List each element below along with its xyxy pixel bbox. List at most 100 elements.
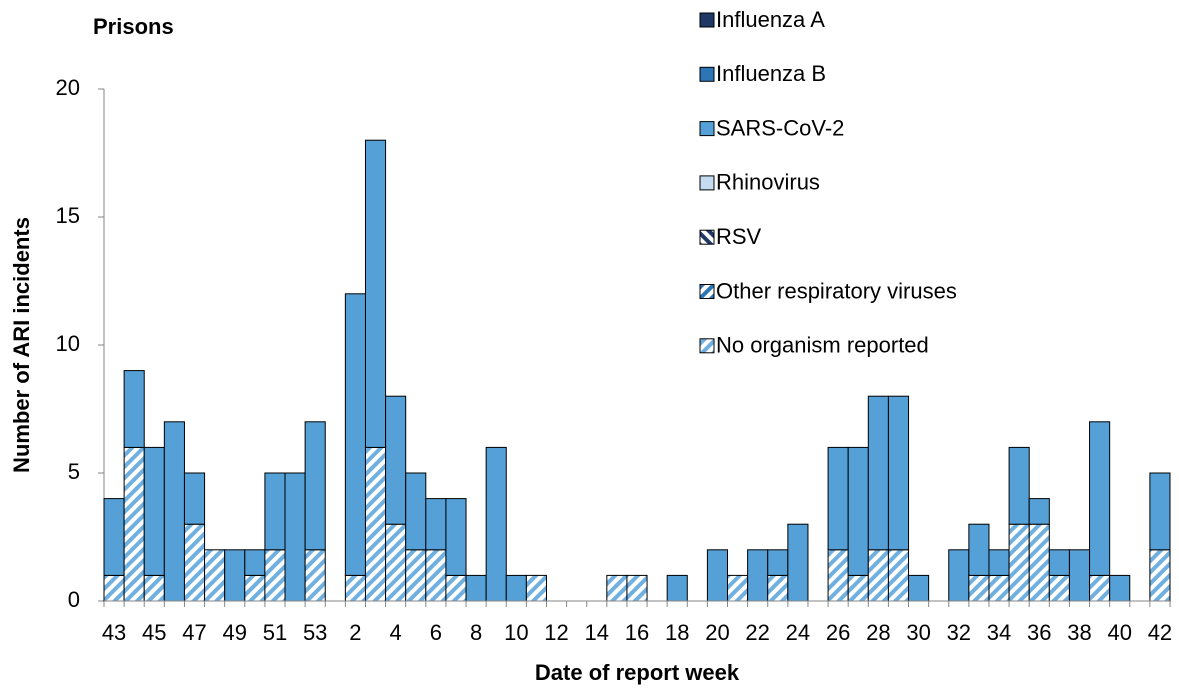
x-tick-label: 6 — [430, 620, 442, 645]
bar-segment — [385, 395, 407, 525]
chart-title: Prisons — [93, 14, 174, 39]
bar-segment — [827, 549, 849, 602]
bar-segment — [1028, 498, 1050, 525]
bar-segment — [224, 549, 246, 602]
bar-segment — [988, 549, 1010, 576]
bar-segment — [727, 574, 749, 602]
bar-segment — [163, 421, 185, 602]
bar-segment — [405, 472, 427, 551]
legend-swatch — [699, 66, 715, 82]
x-tick-label: 49 — [222, 620, 246, 645]
bar-segment — [747, 549, 769, 602]
bar-segment — [887, 549, 910, 602]
x-tick-label: 42 — [1148, 620, 1172, 645]
bar-segment — [425, 498, 447, 551]
legend-label: RSV — [716, 224, 762, 249]
bar-segment — [948, 549, 970, 602]
bar-segment — [767, 574, 789, 602]
legend-label: No organism reported — [716, 333, 929, 358]
bar-segment — [103, 498, 125, 576]
x-tick-label: 45 — [142, 620, 166, 645]
bar-segment — [1008, 446, 1030, 525]
x-tick-label: 26 — [826, 620, 850, 645]
x-tick-label: 38 — [1067, 620, 1091, 645]
x-tick-label: 24 — [786, 620, 810, 645]
bar-segment — [204, 549, 226, 602]
x-axis-label: Date of report week — [535, 660, 740, 685]
bar-segment — [485, 446, 507, 602]
bar-segment — [344, 574, 366, 602]
bar-segment — [525, 574, 547, 602]
legend-swatch — [699, 121, 715, 137]
y-tick-label: 20 — [56, 75, 80, 100]
x-tick-label: 51 — [263, 620, 287, 645]
bar-segment — [123, 370, 145, 448]
bar-segment — [264, 549, 286, 602]
legend-swatch — [699, 12, 715, 28]
bar-segment — [847, 446, 869, 576]
bar-segment — [364, 139, 387, 448]
bar-segment — [827, 446, 849, 551]
bar-segment — [183, 472, 206, 525]
bar-segment — [767, 549, 789, 576]
bar-segment — [1149, 472, 1171, 551]
x-tick-label: 53 — [303, 620, 327, 645]
bar-segment — [968, 574, 990, 602]
bar-segment — [244, 549, 266, 576]
bar-segment — [445, 498, 467, 576]
legend-swatch — [699, 175, 715, 191]
x-tick-label: 2 — [349, 620, 361, 645]
legend-swatch — [699, 284, 715, 299]
bar-segment — [867, 395, 889, 551]
legend-swatch — [699, 338, 715, 354]
bar-segment — [1089, 421, 1111, 576]
bar-segment — [1028, 523, 1050, 602]
x-tick-label: 18 — [665, 620, 689, 645]
bar-segment — [908, 574, 930, 602]
x-tick-label: 32 — [947, 620, 971, 645]
bar-segment — [103, 574, 125, 602]
bar-segment — [304, 421, 326, 551]
legend-label: SARS-CoV-2 — [716, 115, 844, 140]
y-tick-label: 10 — [56, 331, 80, 356]
bar-segment — [1149, 549, 1171, 602]
bar-segment — [304, 549, 326, 602]
y-tick-label: 15 — [56, 203, 80, 228]
legend-label: Influenza B — [716, 61, 826, 86]
bar-segment — [1089, 574, 1111, 602]
bar-segment — [505, 574, 527, 602]
bar-segment — [968, 523, 990, 576]
bar-segment — [666, 574, 688, 602]
x-tick-label: 4 — [390, 620, 402, 645]
legend-label: Rhinovirus — [716, 170, 820, 195]
bar-segment — [143, 446, 165, 576]
x-tick-label: 16 — [625, 620, 649, 645]
bar-segment — [1048, 574, 1070, 602]
bar-segment — [445, 574, 467, 602]
x-tick-label: 47 — [182, 620, 206, 645]
bar-segment — [787, 523, 809, 602]
bar-segment — [264, 472, 286, 551]
x-tick-label: 14 — [585, 620, 609, 645]
x-tick-label: 10 — [504, 620, 528, 645]
legend-label: Influenza A — [716, 7, 825, 32]
bar-segment — [465, 574, 487, 602]
bar-segment — [606, 574, 628, 602]
x-tick-label: 43 — [102, 620, 126, 645]
bar-segment — [405, 549, 427, 602]
x-tick-label: 30 — [906, 620, 930, 645]
bar-segment — [1068, 549, 1091, 602]
x-tick-label: 12 — [544, 620, 568, 645]
bar-segment — [1048, 549, 1070, 576]
bar-segment — [244, 574, 266, 602]
y-tick-label: 5 — [68, 459, 80, 484]
bar-segment — [706, 549, 729, 602]
bar-segment — [988, 574, 1010, 602]
legend-swatch — [699, 229, 715, 245]
bar-segment — [385, 523, 407, 602]
x-tick-label: 22 — [745, 620, 769, 645]
y-axis-label: Number of ARI incidents — [9, 217, 34, 473]
legend-label: Other respiratory viruses — [716, 278, 957, 303]
bar-segment — [183, 523, 206, 602]
